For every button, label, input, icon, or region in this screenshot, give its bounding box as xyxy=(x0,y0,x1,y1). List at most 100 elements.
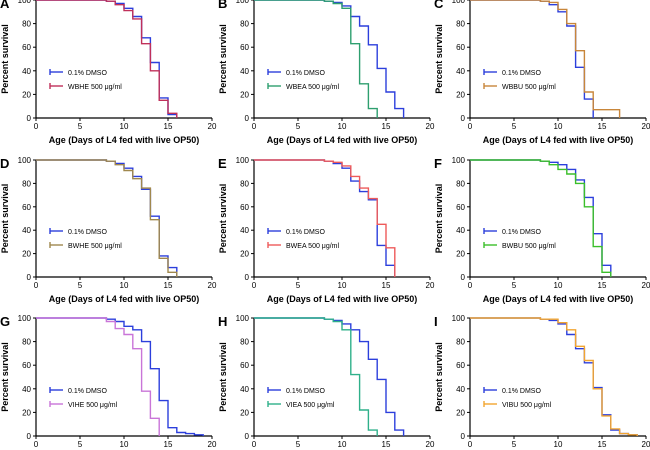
x-tick-label: 5 xyxy=(512,122,517,131)
panel-b: 0 20 40 60 80 100 0 5 10 15 20 Percent survival Age … xyxy=(218,0,435,145)
legend-label: WBEA 500 μg/ml xyxy=(286,84,339,91)
x-tick-label: 10 xyxy=(120,281,129,290)
y-tick-label: 0 xyxy=(27,114,32,123)
series-line-2 xyxy=(470,317,638,436)
panel-i: 0 20 40 60 80 100 0 5 10 15 20 Percent survival I 0.1… xyxy=(434,314,650,449)
panel-letter: G xyxy=(0,314,10,329)
x-tick-label: 0 xyxy=(468,281,473,290)
y-tick-label: 100 xyxy=(236,156,250,165)
x-axis-label: Age (Days of L4 fed with live OP50) xyxy=(49,135,200,145)
y-tick-label: 60 xyxy=(456,203,465,212)
y-tick-label: 60 xyxy=(22,361,31,370)
y-tick-label: 40 xyxy=(456,226,465,235)
y-tick-label: 60 xyxy=(22,43,31,52)
y-tick-label: 60 xyxy=(240,43,249,52)
x-tick-label: 0 xyxy=(252,122,257,131)
y-axis-label: Percent survival xyxy=(218,342,228,412)
x-tick-label: 5 xyxy=(78,440,83,449)
series-line-2 xyxy=(470,159,612,277)
panel-letter: H xyxy=(218,314,227,329)
y-tick-label: 20 xyxy=(240,408,249,417)
y-tick-label: 80 xyxy=(240,179,249,188)
series-line-2 xyxy=(254,159,396,277)
series-line-2 xyxy=(254,317,378,436)
y-tick-label: 0 xyxy=(245,432,250,441)
x-tick-label: 0 xyxy=(468,440,473,449)
x-tick-label: 15 xyxy=(382,122,391,131)
y-tick-label: 80 xyxy=(22,20,31,29)
series-line-1 xyxy=(36,317,204,436)
x-tick-label: 20 xyxy=(642,281,650,290)
x-tick-label: 20 xyxy=(426,122,435,131)
y-tick-label: 40 xyxy=(456,385,465,394)
x-tick-label: 0 xyxy=(252,281,257,290)
y-tick-label: 100 xyxy=(452,0,466,5)
x-tick-label: 15 xyxy=(382,281,391,290)
panel-a: 0 20 40 60 80 100 0 5 10 15 20 Percent survival Age … xyxy=(0,0,217,145)
series-line-2 xyxy=(36,159,178,277)
y-tick-label: 0 xyxy=(245,114,250,123)
y-tick-label: 60 xyxy=(22,203,31,212)
y-tick-label: 60 xyxy=(456,43,465,52)
y-tick-label: 20 xyxy=(22,408,31,417)
y-tick-label: 100 xyxy=(452,314,466,323)
legend-label: BWEA 500 μg/ml xyxy=(286,243,339,250)
y-tick-label: 40 xyxy=(456,67,465,76)
x-tick-label: 10 xyxy=(338,281,347,290)
series-line-2 xyxy=(36,317,160,436)
x-tick-label: 20 xyxy=(642,440,650,449)
panel-letter: B xyxy=(218,0,227,11)
legend-label: WBBU 500 μg/ml xyxy=(502,84,556,91)
y-tick-label: 100 xyxy=(18,0,32,5)
x-axis-label: Age (Days of L4 fed with live OP50) xyxy=(49,294,200,304)
legend-label: 0.1% DMSO xyxy=(68,229,107,236)
x-tick-label: 10 xyxy=(120,122,129,131)
y-tick-label: 80 xyxy=(456,20,465,29)
y-tick-label: 0 xyxy=(461,432,466,441)
panel-letter: A xyxy=(0,0,10,11)
y-tick-label: 0 xyxy=(27,432,32,441)
legend-label: 0.1% DMSO xyxy=(286,229,325,236)
y-tick-label: 20 xyxy=(456,90,465,99)
x-tick-label: 5 xyxy=(512,281,517,290)
x-tick-label: 0 xyxy=(252,440,257,449)
y-axis-label: Percent survival xyxy=(218,184,228,254)
legend-label: VIHE 500 μg/ml xyxy=(68,402,118,409)
panel-letter: F xyxy=(434,156,442,171)
y-tick-label: 80 xyxy=(240,338,249,347)
x-tick-label: 5 xyxy=(78,122,83,131)
y-tick-label: 100 xyxy=(236,314,250,323)
x-tick-label: 15 xyxy=(598,122,607,131)
y-tick-label: 80 xyxy=(456,338,465,347)
panel-h: 0 20 40 60 80 100 0 5 10 15 20 Percent survival H 0.1… xyxy=(218,314,435,449)
x-tick-label: 10 xyxy=(554,281,563,290)
x-axis-label: Age (Days of L4 fed with live OP50) xyxy=(267,135,418,145)
x-tick-label: 15 xyxy=(164,440,173,449)
x-tick-label: 10 xyxy=(554,440,563,449)
x-tick-label: 15 xyxy=(598,281,607,290)
y-tick-label: 60 xyxy=(456,361,465,370)
y-axis-label: Percent survival xyxy=(434,342,444,412)
y-tick-label: 80 xyxy=(22,338,31,347)
series-line-1 xyxy=(254,0,405,118)
x-tick-label: 15 xyxy=(382,440,391,449)
x-axis-label: Age (Days of L4 fed with live OP50) xyxy=(483,135,634,145)
y-tick-label: 0 xyxy=(27,273,32,282)
y-tick-label: 40 xyxy=(240,226,249,235)
x-tick-label: 20 xyxy=(642,122,650,131)
x-tick-label: 0 xyxy=(34,281,39,290)
x-tick-label: 15 xyxy=(164,122,173,131)
legend-label: VIEA 500 μg/ml xyxy=(286,402,335,409)
panel-e: 0 20 40 60 80 100 0 5 10 15 20 Percent survival Age … xyxy=(218,156,435,304)
y-tick-label: 20 xyxy=(240,90,249,99)
x-tick-label: 20 xyxy=(426,281,435,290)
y-tick-label: 40 xyxy=(240,67,249,76)
legend-label: 0.1% DMSO xyxy=(68,388,107,395)
panel-letter: I xyxy=(434,314,438,329)
y-axis-label: Percent survival xyxy=(0,342,10,412)
y-axis-label: Percent survival xyxy=(218,24,228,94)
legend-label: 0.1% DMSO xyxy=(68,70,107,77)
series-line-1 xyxy=(254,317,405,436)
x-tick-label: 20 xyxy=(208,440,217,449)
x-tick-label: 0 xyxy=(34,440,39,449)
